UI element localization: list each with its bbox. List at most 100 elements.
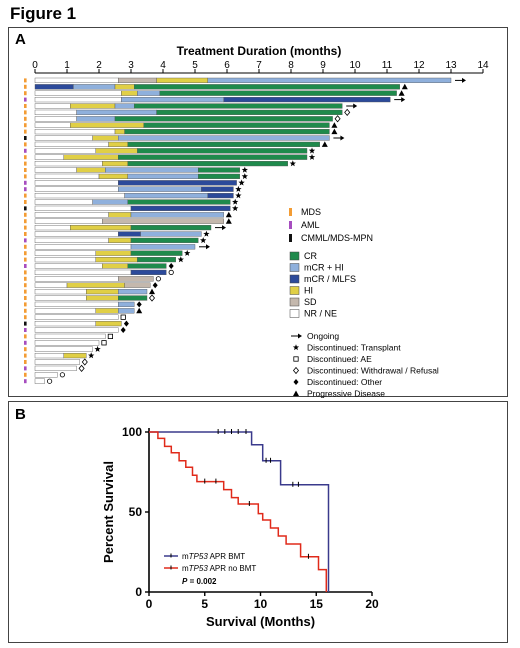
km-y-tick-label: 50 xyxy=(129,505,143,519)
km-legend-gene: TP53 xyxy=(189,552,209,561)
outcome-marker xyxy=(101,340,107,346)
swimmer-bar-segment xyxy=(159,90,397,96)
swimmer-bar-segment xyxy=(197,173,240,180)
swimmer-bar-segment xyxy=(130,205,231,212)
swimmer-bar-segment xyxy=(63,353,87,359)
km-legend-label: mTP53 APR no BMT xyxy=(182,564,256,573)
swimmer-bar-segment xyxy=(34,96,122,103)
km-y-axis-label: Percent Survival xyxy=(101,461,116,563)
swimmer-bar-segment xyxy=(127,160,289,167)
legend-response-label: CR xyxy=(304,251,317,261)
outcome-marker xyxy=(238,179,245,186)
outcome-marker xyxy=(241,166,248,173)
diagnosis-marker xyxy=(24,174,27,179)
diagnosis-marker xyxy=(24,155,27,160)
outcome-marker xyxy=(149,288,155,295)
swimmer-bar-segment xyxy=(124,128,330,135)
diagnosis-marker xyxy=(24,187,27,192)
diagnosis-marker xyxy=(24,372,27,377)
swimmer-bar-segment xyxy=(34,244,132,250)
swimmer-bar-segment xyxy=(34,148,96,154)
x-tick-label: 0 xyxy=(32,60,38,71)
legend-outcome-symbol xyxy=(293,379,299,385)
diagnosis-marker xyxy=(24,276,27,281)
swimmer-bar-segment xyxy=(34,289,87,295)
swimmer-bar-segment xyxy=(117,186,202,192)
diagnosis-marker xyxy=(24,251,27,256)
outcome-marker xyxy=(152,282,158,289)
km-curve-series-0 xyxy=(149,431,330,592)
swimmer-bar-segment xyxy=(130,224,212,231)
legend-dx-swatch xyxy=(289,221,292,229)
swimmer-bar-segment xyxy=(66,282,125,288)
swimmer-bar-segment xyxy=(156,109,343,116)
diagnosis-marker xyxy=(24,315,27,320)
panel-a-swimmer-plot: A Treatment Duration (months) 0 1 2 3 4 5 6 7 8 9 10… xyxy=(8,27,508,398)
swimmer-bar-segment xyxy=(133,84,401,90)
swimmer-bar-segment xyxy=(76,116,116,122)
outcome-marker xyxy=(120,327,126,333)
outcome-marker xyxy=(232,205,239,212)
panel-a-label: A xyxy=(15,31,26,48)
legend-dx-label: AML xyxy=(301,220,320,230)
swimmer-bar-segment xyxy=(117,295,148,301)
diagnosis-marker xyxy=(24,200,27,204)
outcome-marker xyxy=(241,173,248,180)
outcome-marker-head xyxy=(222,225,226,231)
swimmer-bar-segment xyxy=(73,84,116,90)
swimmer-bar-segment xyxy=(140,231,202,237)
legend-outcome-symbol-head xyxy=(298,333,302,339)
swimmer-bar-segment xyxy=(95,250,132,256)
diagnosis-marker xyxy=(24,142,27,147)
swimmer-bar-segment xyxy=(130,237,199,244)
swimmer-bar-segment xyxy=(117,135,330,141)
diagnosis-marker xyxy=(24,366,27,371)
swimmer-bar-segment xyxy=(34,128,116,135)
legend-outcome-label: Discontinued: AE xyxy=(307,354,372,364)
outcome-marker xyxy=(203,230,210,237)
diagnosis-marker xyxy=(24,347,27,352)
outcome-marker xyxy=(331,128,338,135)
swimmer-bar-segment xyxy=(121,90,138,96)
x-tick-label: 3 xyxy=(128,60,134,71)
diagnosis-marker xyxy=(24,379,27,384)
legend-response-label: SD xyxy=(304,297,317,307)
swimmer-bar-segment xyxy=(143,122,330,128)
outcome-marker-head xyxy=(353,103,358,109)
outcome-marker xyxy=(235,192,242,199)
diagnosis-marker xyxy=(24,289,27,294)
figure-title: Figure 1 xyxy=(10,4,77,23)
swimmer-bar-segment xyxy=(114,116,333,122)
legend-dx-swatch xyxy=(289,234,292,242)
diagnosis-marker xyxy=(24,244,27,249)
outcome-marker xyxy=(344,108,351,117)
swimmer-bar-segment xyxy=(76,167,106,173)
legend-response-label: NR / NE xyxy=(304,309,337,319)
outcome-marker xyxy=(308,153,316,160)
outcome-marker xyxy=(308,147,316,154)
diagnosis-marker xyxy=(24,353,27,358)
x-tick-label: 10 xyxy=(349,60,361,71)
x-tick-label: 11 xyxy=(382,60,393,71)
swimmer-bar-segment xyxy=(156,77,209,84)
swimmer-bar-segment xyxy=(34,256,96,263)
swimmer-bar-segment xyxy=(92,135,119,141)
km-y-tick-label: 100 xyxy=(122,425,142,439)
km-legend-label: mTP53 APR BMT xyxy=(182,552,245,561)
legend-response-swatch xyxy=(289,251,300,261)
outcome-marker-head xyxy=(401,97,406,103)
swimmer-bar-segment xyxy=(34,231,119,237)
diagnosis-marker xyxy=(24,328,27,332)
swimmer-bar-segment xyxy=(34,378,45,384)
swimmer-bar-segment xyxy=(34,167,77,173)
swimmer-bar-segment xyxy=(34,308,96,314)
diagnosis-marker xyxy=(24,212,27,217)
outcome-marker xyxy=(289,160,296,167)
swimmer-bar-segment xyxy=(34,84,74,90)
swimmer-bar-segment xyxy=(117,289,148,295)
outcome-marker xyxy=(155,276,161,282)
diagnosis-marker xyxy=(24,340,27,345)
panel-b-survival-plot: B 0 5 10 15 20 0 50 100 Survival (Months) Percent … xyxy=(8,401,508,643)
km-legend-prefix: m xyxy=(182,552,189,561)
